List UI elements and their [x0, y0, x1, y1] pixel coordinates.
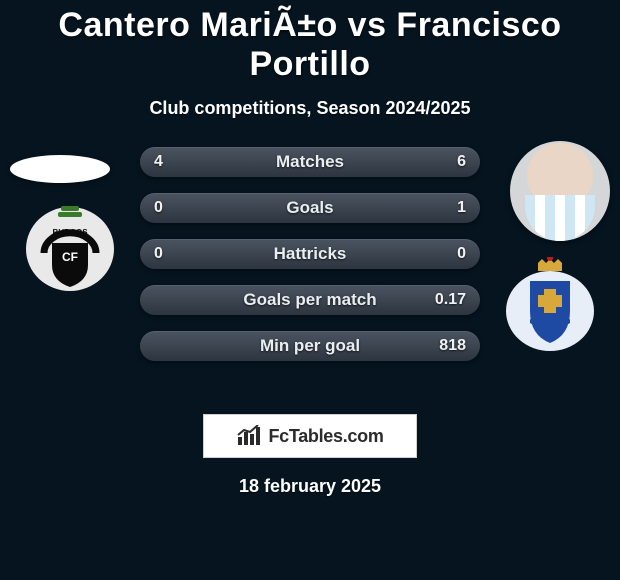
player-left-avatar [10, 155, 110, 183]
stat-row-goals-per-match: Goals per match 0.17 [140, 285, 480, 315]
brand-text: FcTables.com [268, 426, 383, 447]
stat-label: Hattricks [140, 239, 480, 269]
page-title: Cantero MariÃ±o vs Francisco Portillo [0, 0, 620, 84]
svg-text:CF: CF [62, 250, 78, 264]
stat-row-min-per-goal: Min per goal 818 [140, 331, 480, 361]
stat-label: Goals per match [140, 285, 480, 315]
player-right-avatar [510, 141, 610, 241]
stat-label: Matches [140, 147, 480, 177]
stat-row-hattricks: 0 Hattricks 0 [140, 239, 480, 269]
stat-right-value: 1 [457, 193, 466, 223]
stat-label: Min per goal [140, 331, 480, 361]
stat-row-goals: 0 Goals 1 [140, 193, 480, 223]
svg-text:BURGOS: BURGOS [52, 228, 88, 237]
stat-right-value: 818 [439, 331, 466, 361]
stat-right-value: 0.17 [435, 285, 466, 315]
stat-right-value: 6 [457, 147, 466, 177]
club-badge-right [500, 257, 600, 351]
subtitle: Club competitions, Season 2024/2025 [0, 98, 620, 119]
date-text: 18 february 2025 [0, 476, 620, 497]
comparison-stage: BURGOS CF 4 Matches 6 [0, 147, 620, 402]
stat-right-value: 0 [457, 239, 466, 269]
stat-label: Goals [140, 193, 480, 223]
brand-chart-icon [236, 425, 262, 447]
club-badge-left: BURGOS CF [20, 199, 120, 293]
stat-bars: 4 Matches 6 0 Goals 1 0 Hattricks 0 Goal… [140, 147, 480, 377]
brand-box: FcTables.com [203, 414, 417, 458]
stat-row-matches: 4 Matches 6 [140, 147, 480, 177]
